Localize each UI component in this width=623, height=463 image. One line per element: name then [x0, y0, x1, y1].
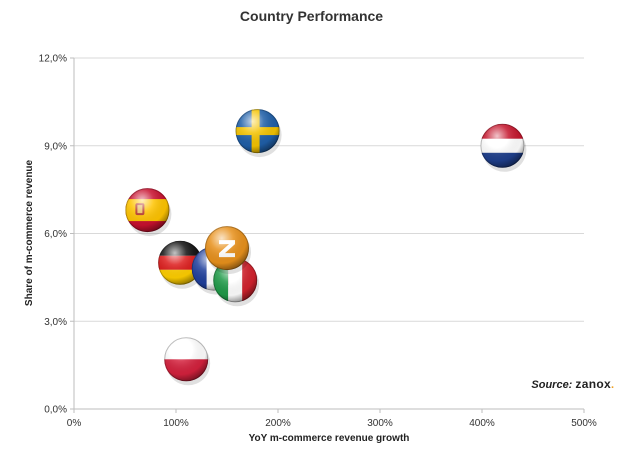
point-outline	[205, 226, 249, 271]
chart-title: Country Performance	[239, 8, 384, 24]
flag-poland-point	[164, 337, 211, 386]
point-gloss	[125, 188, 170, 233]
x-tick-label: 300%	[367, 418, 393, 429]
y-tick-label: 12,0%	[39, 54, 67, 65]
flag-germany-point	[158, 240, 205, 289]
point-outline	[480, 123, 525, 168]
data-points	[125, 109, 527, 386]
y-tick-labels: 0,0% 3,0% 6,0% 9,0% 12,0%	[39, 54, 74, 416]
y-tick-label: 6,0%	[44, 229, 67, 240]
point-gloss	[235, 109, 280, 154]
point-gloss	[205, 226, 249, 271]
y-tick-label: 0,0%	[44, 405, 67, 416]
point-gloss	[164, 337, 209, 382]
y-tick-label: 9,0%	[44, 141, 67, 152]
zanox-logo-dot: .	[610, 379, 614, 391]
x-axis-label: YoY m-commerce revenue growth	[249, 433, 410, 444]
point-gloss	[480, 123, 525, 168]
x-tick-label: 500%	[571, 418, 597, 429]
x-tick-label: 400%	[469, 418, 495, 429]
point-gloss	[158, 240, 203, 285]
y-axis-label: Share of m-commerce revenue	[24, 159, 35, 306]
point-outline	[164, 337, 209, 382]
flag-spain-point	[125, 188, 172, 237]
point-outline	[125, 188, 170, 233]
x-tick-label: 200%	[265, 418, 291, 429]
zanox-logo-point	[205, 226, 251, 275]
source-credit: Source: zanox.	[531, 377, 614, 391]
source-label: Source:	[531, 379, 573, 391]
x-tick-label: 0%	[67, 418, 82, 429]
y-tick-label: 3,0%	[44, 317, 67, 328]
point-outline	[235, 109, 280, 154]
zanox-logo-text: zanox	[575, 377, 611, 391]
flag-netherlands-point	[480, 123, 527, 172]
x-tick-label: 100%	[163, 418, 189, 429]
x-tick-labels: 0% 100% 200% 300% 400% 500%	[67, 409, 597, 429]
flag-sweden-point	[235, 109, 282, 158]
